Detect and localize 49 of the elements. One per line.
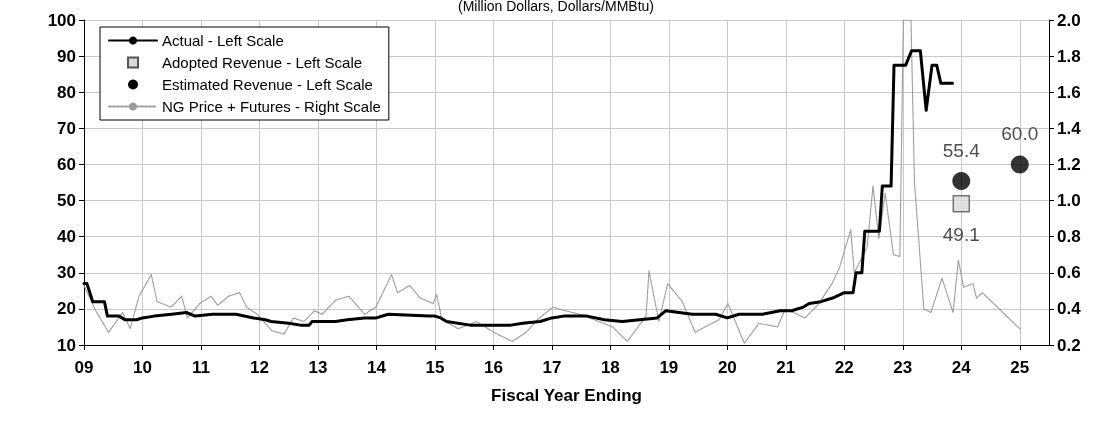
x-tick-label: 24 [951, 358, 972, 377]
y-tick-label: 80 [57, 82, 76, 102]
y-tick-label: 20 [57, 299, 76, 319]
y-tick-label: 60 [57, 154, 76, 174]
x-tick-label: 25 [1010, 358, 1030, 377]
x-tick-label: 18 [600, 358, 620, 377]
x-tick-label: 17 [542, 358, 562, 377]
y-tick-label: 50 [57, 191, 76, 211]
legend-label: Actual - Left Scale [162, 32, 284, 49]
x-tick-label: 23 [893, 358, 913, 377]
y-tick-label: 30 [57, 263, 76, 283]
x-tick-label: 21 [776, 358, 796, 377]
point [952, 195, 971, 213]
y-tick-label: 40 [57, 227, 76, 247]
y2-tick-label: 1.8 [1057, 46, 1081, 66]
x-axis-title: Fiscal Year Ending [491, 386, 642, 405]
y2-tick-label: 0.8 [1057, 227, 1081, 247]
x-tick-label: 14 [366, 358, 387, 377]
x-tick-label: 13 [308, 358, 328, 377]
x-tick-label: 22 [834, 358, 854, 377]
chart-subtitle: (Million Dollars, Dollars/MMBtu) [457, 0, 655, 14]
y2-tick-label: 0.6 [1057, 263, 1081, 283]
y-tick-label: 70 [57, 118, 76, 138]
y2-tick-label: 2.0 [1057, 10, 1081, 30]
x-tick-label: 12 [249, 358, 269, 377]
y2-tick-label: 1.4 [1057, 118, 1082, 138]
legend-label: Estimated Revenue - Left Scale [162, 76, 373, 93]
y-tick-label: 10 [57, 335, 76, 355]
y2-tick-label: 0.4 [1057, 299, 1082, 319]
x-tick-label: 11 [191, 358, 210, 377]
y2-tick-label: 1.6 [1057, 82, 1081, 102]
x-tick-label: 10 [133, 358, 152, 377]
x-tick-label: 09 [74, 358, 94, 377]
y-tick-label: 100 [47, 10, 76, 30]
y-tick-label: 90 [57, 46, 76, 66]
x-tick-label: 15 [425, 358, 445, 377]
legend-label: Adopted Revenue - Left Scale [162, 54, 363, 71]
x-tick-label: 20 [717, 358, 737, 377]
y2-tick-label: 0.2 [1057, 335, 1081, 355]
legend-label: NG Price + Futures - Right Scale [162, 98, 381, 115]
data-label: 60.0 [1001, 123, 1039, 145]
x-tick-label: 19 [659, 358, 679, 377]
y2-tick-label: 1.0 [1057, 191, 1081, 211]
y2-tick-label: 1.2 [1057, 154, 1081, 174]
point [952, 172, 971, 191]
point [1010, 155, 1029, 174]
data-label: 55.4 [942, 140, 981, 162]
data-label: 49.1 [942, 223, 980, 245]
x-tick-label: 16 [483, 358, 503, 377]
